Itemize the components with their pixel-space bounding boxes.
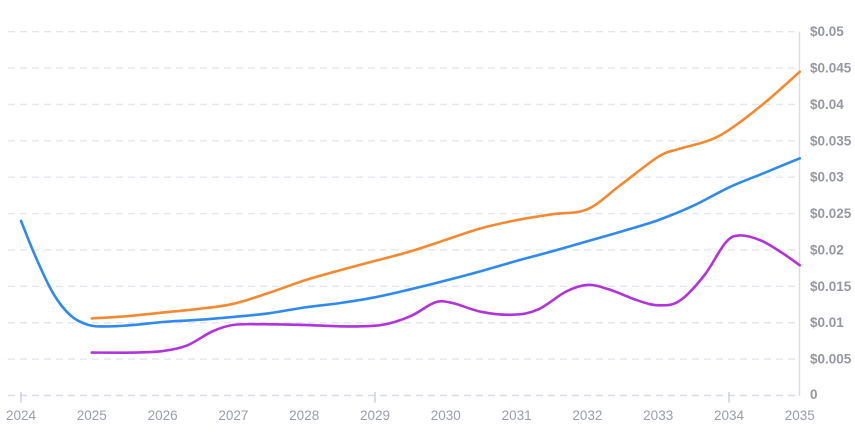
- x-axis-label-2035: 2035: [785, 408, 815, 423]
- series-line-purple: [90, 234, 802, 354]
- y-axis-label-0.015: $0.015: [810, 279, 852, 294]
- x-axis-label-2031: 2031: [502, 408, 532, 423]
- y-axis-label-0.025: $0.025: [810, 206, 852, 221]
- y-axis-label-0.045: $0.045: [810, 61, 852, 76]
- y-axis-label-0.01: $0.01: [810, 315, 844, 330]
- x-axis-label-2028: 2028: [289, 408, 319, 423]
- series-line-blue: [19, 157, 802, 328]
- y-axis-label-0.005: $0.005: [810, 352, 852, 367]
- x-axis-label-2029: 2029: [360, 408, 390, 423]
- x-axis-label-2034: 2034: [714, 408, 745, 423]
- y-axis-label-0.035: $0.035: [810, 133, 852, 148]
- x-axis-label-2024: 2024: [6, 408, 37, 423]
- y-axis-label-0.03: $0.03: [810, 170, 844, 185]
- y-axis-label-0.02: $0.02: [810, 242, 844, 257]
- series-line-orange: [90, 70, 802, 320]
- y-axis-label-0.04: $0.04: [810, 97, 844, 112]
- y-axis-label-0: 0: [810, 387, 818, 402]
- x-axis-label-2033: 2033: [643, 408, 673, 423]
- x-axis-label-2030: 2030: [431, 408, 461, 423]
- x-axis-label-2025: 2025: [77, 408, 107, 423]
- y-axis-label-0.05: $0.05: [810, 24, 844, 39]
- x-axis-label-2026: 2026: [148, 408, 178, 423]
- x-axis-label-2032: 2032: [572, 408, 602, 423]
- x-axis-label-2027: 2027: [218, 408, 248, 423]
